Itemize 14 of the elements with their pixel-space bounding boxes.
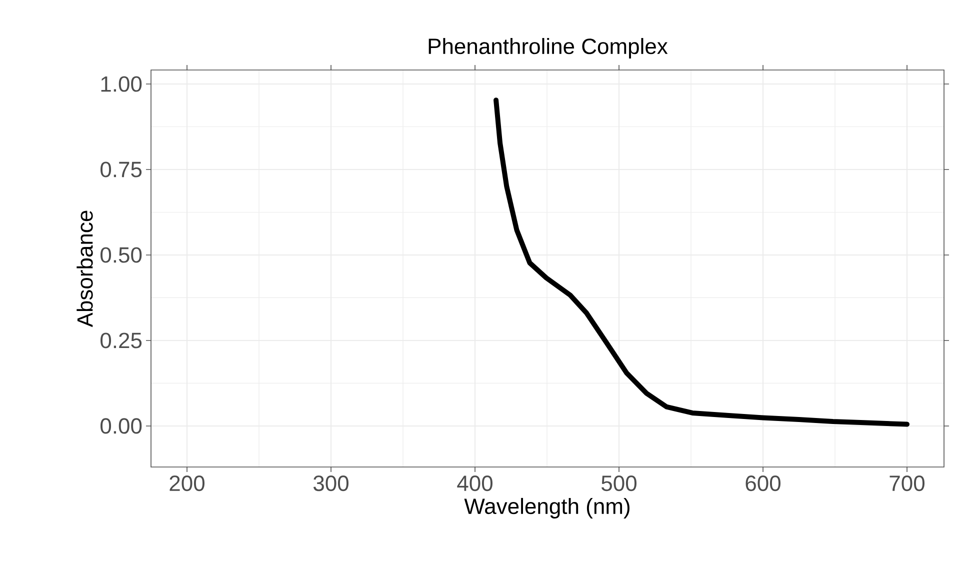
y-axis-title: Absorbance bbox=[76, 210, 93, 328]
x-tick-label: 700 bbox=[890, 476, 924, 492]
x-tick-label: 300 bbox=[313, 476, 348, 492]
x-tick-label: 600 bbox=[746, 476, 780, 492]
y-tick-label: 0.50 bbox=[100, 247, 142, 263]
y-tick-label: 0.25 bbox=[100, 332, 142, 348]
x-tick-label: 200 bbox=[170, 476, 204, 492]
y-tick-label: 0.75 bbox=[100, 162, 142, 178]
chart-title: Phenanthroline Complex bbox=[428, 38, 668, 58]
y-tick-label: 1.00 bbox=[101, 76, 142, 92]
x-axis-title: Wavelength (nm) bbox=[464, 498, 630, 518]
x-tick-label: 500 bbox=[602, 476, 636, 492]
y-tick-label: 0.00 bbox=[100, 418, 142, 434]
x-tick-label: 400 bbox=[457, 476, 492, 492]
